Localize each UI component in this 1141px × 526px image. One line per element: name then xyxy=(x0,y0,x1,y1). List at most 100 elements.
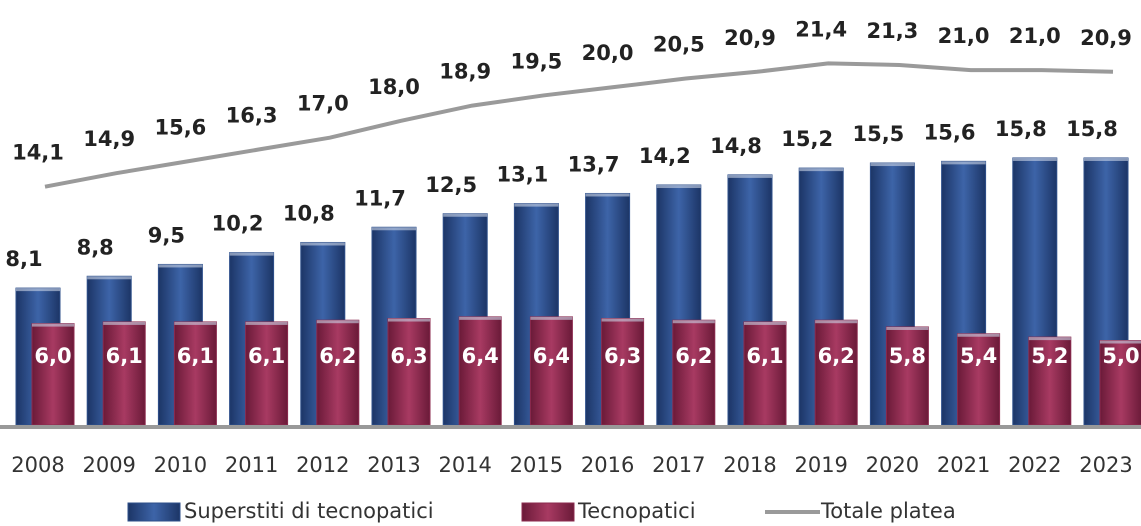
x-tick-label: 2017 xyxy=(652,453,705,477)
bar-top xyxy=(744,321,786,325)
data-label: 5,8 xyxy=(889,344,926,368)
legend-swatch xyxy=(521,502,575,522)
data-label: 20,0 xyxy=(582,41,634,65)
bar-top xyxy=(799,168,844,172)
bar xyxy=(1099,340,1141,426)
data-label: 9,5 xyxy=(148,223,185,247)
data-label: 11,7 xyxy=(354,186,406,210)
data-label: 6,4 xyxy=(462,344,499,368)
bar xyxy=(814,319,858,426)
bar-top xyxy=(103,321,146,325)
data-label: 15,6 xyxy=(924,120,976,144)
bar-top xyxy=(459,316,502,320)
x-tick-label: 2023 xyxy=(1079,453,1132,477)
bar xyxy=(387,318,431,426)
bar-top xyxy=(601,318,644,322)
data-label: 14,1 xyxy=(12,141,64,165)
bar-top xyxy=(372,227,416,231)
legend-label: Totale platea xyxy=(820,499,956,523)
x-tick-label: 2018 xyxy=(723,453,776,477)
bar-top xyxy=(1084,157,1128,161)
data-label: 5,2 xyxy=(1031,344,1068,368)
data-label: 15,8 xyxy=(995,117,1047,141)
bar-top xyxy=(870,163,915,167)
x-tick-label: 2012 xyxy=(296,453,349,477)
data-label: 15,2 xyxy=(781,127,833,151)
data-label: 12,5 xyxy=(425,173,477,197)
bar-top xyxy=(886,326,929,330)
bar xyxy=(245,321,289,426)
data-label: 13,1 xyxy=(496,163,548,187)
legend-label: Tecnopatici xyxy=(577,499,696,523)
data-label: 6,1 xyxy=(746,344,783,368)
data-label: 6,3 xyxy=(604,344,641,368)
data-label: 14,9 xyxy=(83,127,135,151)
bar-top xyxy=(957,333,1000,337)
bar-top xyxy=(728,174,772,178)
data-label: 13,7 xyxy=(568,152,620,176)
bar xyxy=(957,333,1001,426)
bar xyxy=(173,321,217,426)
x-tick-label: 2020 xyxy=(866,453,919,477)
bar-top xyxy=(316,320,359,324)
bar xyxy=(529,316,573,426)
bar xyxy=(672,319,716,426)
x-tick-label: 2009 xyxy=(82,453,135,477)
bar-top xyxy=(1100,340,1141,344)
bar-top xyxy=(87,276,132,280)
bar-top xyxy=(443,213,488,217)
bar-top xyxy=(941,161,986,165)
data-label: 10,2 xyxy=(212,212,264,236)
data-label: 18,0 xyxy=(368,75,420,99)
bar xyxy=(316,319,360,426)
bar-top xyxy=(815,320,858,324)
x-tick-label: 2019 xyxy=(794,453,847,477)
data-label: 21,4 xyxy=(795,17,847,41)
bar-top xyxy=(672,320,715,324)
data-label: 6,1 xyxy=(106,344,143,368)
data-label: 15,5 xyxy=(852,122,904,146)
bar-top xyxy=(158,264,203,268)
data-label: 6,0 xyxy=(34,344,71,368)
bar-top xyxy=(585,193,630,197)
x-tick-label: 2011 xyxy=(225,453,278,477)
data-label: 15,8 xyxy=(1066,117,1118,141)
bar xyxy=(743,321,787,426)
bar xyxy=(31,323,75,426)
data-label: 14,2 xyxy=(639,144,691,168)
bar-top xyxy=(16,288,60,292)
data-label: 6,2 xyxy=(818,344,855,368)
x-tick-label: 2015 xyxy=(510,453,563,477)
data-label: 15,6 xyxy=(154,115,206,139)
bar-top xyxy=(245,321,288,325)
bar xyxy=(885,326,929,426)
data-label: 5,4 xyxy=(960,344,997,368)
bar xyxy=(601,318,645,426)
x-tick-label: 2021 xyxy=(937,453,990,477)
data-label: 8,8 xyxy=(77,235,114,259)
data-label: 6,1 xyxy=(248,344,285,368)
data-label: 20,5 xyxy=(653,33,705,57)
data-label: 6,4 xyxy=(533,344,570,368)
bar xyxy=(1028,336,1072,426)
data-label: 6,1 xyxy=(177,344,214,368)
data-label: 5,0 xyxy=(1102,344,1139,368)
data-label: 16,3 xyxy=(226,104,278,128)
data-label: 20,9 xyxy=(724,26,776,50)
bar xyxy=(102,321,146,426)
x-tick-label: 2022 xyxy=(1008,453,1061,477)
data-label: 6,3 xyxy=(390,344,427,368)
data-label: 20,9 xyxy=(1080,26,1132,50)
data-label: 19,5 xyxy=(510,49,562,73)
bar-top xyxy=(656,185,701,189)
legend-label: Superstiti di tecnopatici xyxy=(184,499,434,523)
bar-top xyxy=(229,252,274,256)
line xyxy=(44,61,1114,189)
data-label: 6,2 xyxy=(675,344,712,368)
bar-top xyxy=(1012,157,1057,161)
bar-top xyxy=(174,321,217,325)
data-label: 6,2 xyxy=(319,344,356,368)
data-label: 10,8 xyxy=(283,201,335,225)
bar-top xyxy=(388,318,430,322)
